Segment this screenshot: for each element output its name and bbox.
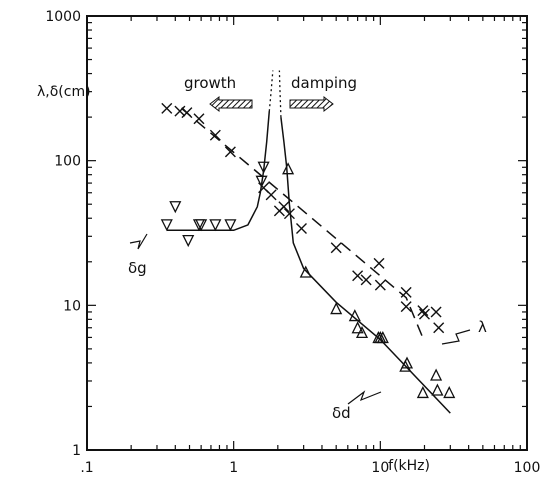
delta-d-pointer	[347, 390, 382, 405]
lambda-point	[224, 146, 236, 158]
axis-ticks	[86, 16, 527, 451]
delta-d-point	[430, 368, 443, 381]
lambda-point	[278, 201, 290, 213]
lambda-point-stroke	[352, 270, 364, 282]
lambda-point	[417, 305, 429, 317]
lambda-point	[433, 322, 445, 334]
delta-g-point	[195, 219, 208, 232]
x-tick-label: 10	[371, 460, 389, 476]
delta-g-point	[224, 219, 237, 232]
lambda-label: λ	[478, 318, 487, 336]
lambda-point-stroke	[209, 129, 221, 141]
lambda-point-stroke	[417, 305, 429, 317]
x-tick-label: 100	[514, 460, 541, 476]
fit-curves	[166, 70, 451, 414]
lambda-pointer	[441, 329, 471, 345]
lambda-point-stroke	[283, 208, 295, 220]
lambda-point	[209, 129, 221, 141]
plot-frame	[86, 15, 528, 451]
lambda-point-stroke	[400, 301, 412, 313]
delta-g-point	[169, 201, 182, 214]
lambda-point	[400, 301, 412, 313]
lambda-point-stroke	[360, 274, 372, 286]
delta-d-point	[400, 356, 414, 369]
lambda-point	[374, 279, 386, 291]
lambda-point-stroke	[181, 107, 193, 119]
y-tick-label: 10	[63, 298, 81, 314]
delta-d-dotted-extension	[278, 70, 282, 118]
lambda-point-stroke	[374, 279, 386, 291]
delta-d-point	[351, 321, 364, 334]
delta-g-point	[182, 234, 195, 248]
lambda-point	[295, 222, 307, 234]
lambda-fit-line	[180, 107, 426, 343]
delta-d-point	[299, 265, 312, 278]
lambda-point-stroke	[433, 322, 445, 334]
damping-label: damping	[291, 74, 357, 92]
lambda-point	[330, 242, 342, 254]
lambda-point	[400, 286, 412, 298]
lambda-point	[430, 306, 442, 318]
lambda-point	[181, 107, 193, 119]
lambda-point	[418, 308, 430, 320]
delta-g-dotted-extension	[268, 70, 274, 112]
delta-g-point	[160, 219, 173, 232]
lambda-point-stroke	[224, 146, 236, 158]
growth-label: growth	[184, 74, 236, 92]
x-tick-label: .1	[80, 460, 93, 476]
lambda-point	[373, 257, 385, 269]
delta-d-point	[282, 162, 295, 175]
lambda-point	[174, 105, 186, 117]
delta-d-point	[416, 385, 429, 399]
delta-d-point	[431, 383, 444, 396]
delta-d-point	[355, 325, 369, 339]
annotations: growth damping δg δd λ	[128, 74, 487, 422]
delta-d-point	[443, 385, 456, 399]
lambda-point	[193, 113, 205, 125]
data-markers	[160, 102, 456, 399]
delta-g-pointer	[129, 233, 148, 250]
lambda-point-stroke	[193, 113, 205, 125]
delta-d-point	[348, 309, 361, 322]
y-tick-label: 1000	[45, 9, 81, 25]
delta-d-label: δd	[332, 404, 351, 422]
lambda-point	[283, 208, 295, 220]
x-tick-label: 1	[229, 460, 238, 476]
delta-g-fit-curve	[166, 111, 271, 232]
delta-g-point	[257, 161, 270, 174]
delta-d-point	[376, 330, 389, 344]
lambda-point-stroke	[330, 242, 342, 254]
lambda-point-stroke	[400, 286, 412, 298]
delta-d-point	[330, 302, 343, 315]
lambda-point-stroke	[430, 306, 442, 318]
lambda-point-stroke	[258, 182, 270, 194]
lambda-point-stroke	[278, 201, 290, 213]
lambda-point	[161, 102, 173, 114]
lambda-point-stroke	[174, 105, 186, 117]
lambda-point-stroke	[295, 222, 307, 234]
y-tick-label: 1	[72, 443, 81, 459]
delta-g-label: δg	[128, 259, 147, 277]
lambda-point-stroke	[373, 257, 385, 269]
delta-g-point	[209, 219, 222, 232]
delta-g-point	[255, 175, 268, 188]
lambda-point	[352, 270, 364, 282]
y-axis-label: λ,δ(cm)	[37, 84, 91, 100]
lambda-point-stroke	[161, 102, 173, 114]
delta-d-fit-curve	[280, 117, 451, 414]
lambda-point-stroke	[418, 308, 430, 320]
lambda-point	[265, 189, 277, 201]
lambda-point	[360, 274, 372, 286]
damping-arrow	[289, 95, 334, 113]
lambda-point-stroke	[265, 189, 277, 201]
y-tick-label: 100	[54, 154, 81, 170]
x-axis-label: f(kHz)	[388, 458, 430, 474]
growth-arrow	[209, 95, 253, 113]
